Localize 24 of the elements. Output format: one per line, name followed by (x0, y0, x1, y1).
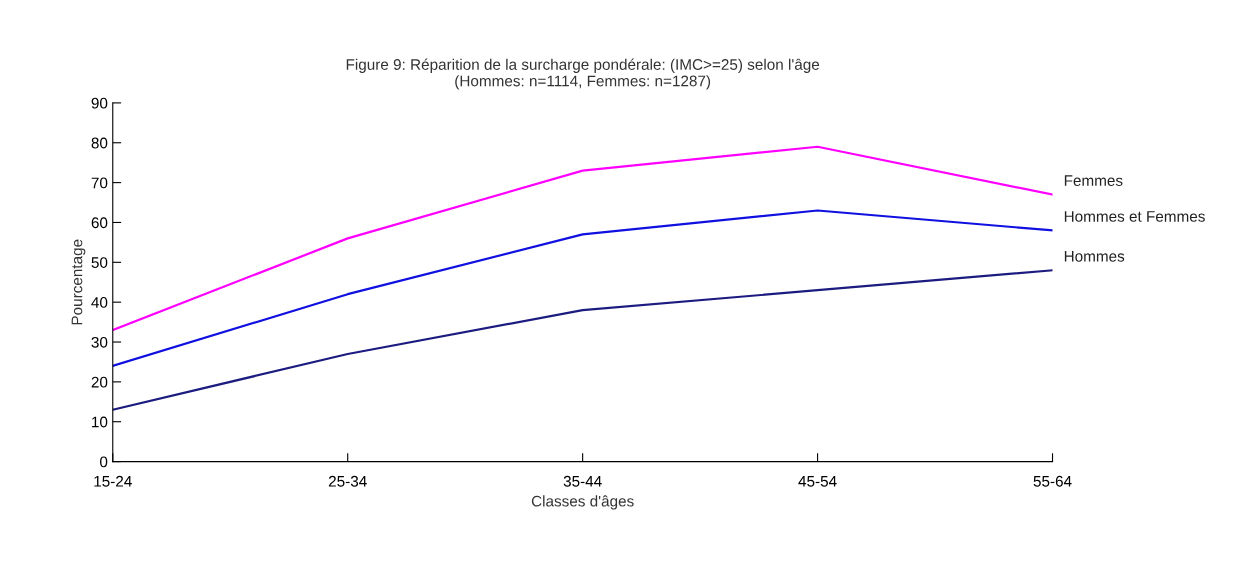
series-label: Hommes (1064, 251, 1125, 262)
x-tick-label: 45-54 (798, 476, 837, 487)
y-tick-label: 20 (91, 376, 108, 388)
x-axis-title: Classes d'âges (531, 495, 634, 510)
y-tick-label: 70 (91, 177, 108, 189)
series-label: Femmes (1064, 175, 1123, 186)
chart-title: Figure 9: Réparition de la surcharge pondérale: (IMC>=25) selon l'âge (Hommes: n=1114, Femmes: n=1287) (346, 58, 820, 90)
x-tick-label: 25-34 (328, 475, 367, 487)
x-tick-label: 15-24 (94, 475, 132, 487)
x-tick-label: 55-64 (1033, 475, 1072, 487)
y-tick-label: 0 (100, 456, 108, 468)
y-tick-label: 60 (91, 217, 108, 229)
line-series (112, 209, 1053, 368)
line-series (112, 145, 1053, 332)
y-tick-label: 10 (92, 416, 108, 428)
line-series (112, 269, 1053, 411)
x-tick-label: 35-44 (563, 475, 602, 487)
y-tick-label: 80 (91, 137, 108, 149)
series-label: Hommes et Femmes (1064, 211, 1205, 222)
y-tick-label: 50 (91, 257, 108, 268)
y-tick-label: 90 (91, 97, 108, 109)
y-tick-label: 40 (91, 297, 108, 308)
y-tick-label: 30 (91, 336, 108, 348)
y-axis-title: Pourcentage (71, 239, 86, 325)
